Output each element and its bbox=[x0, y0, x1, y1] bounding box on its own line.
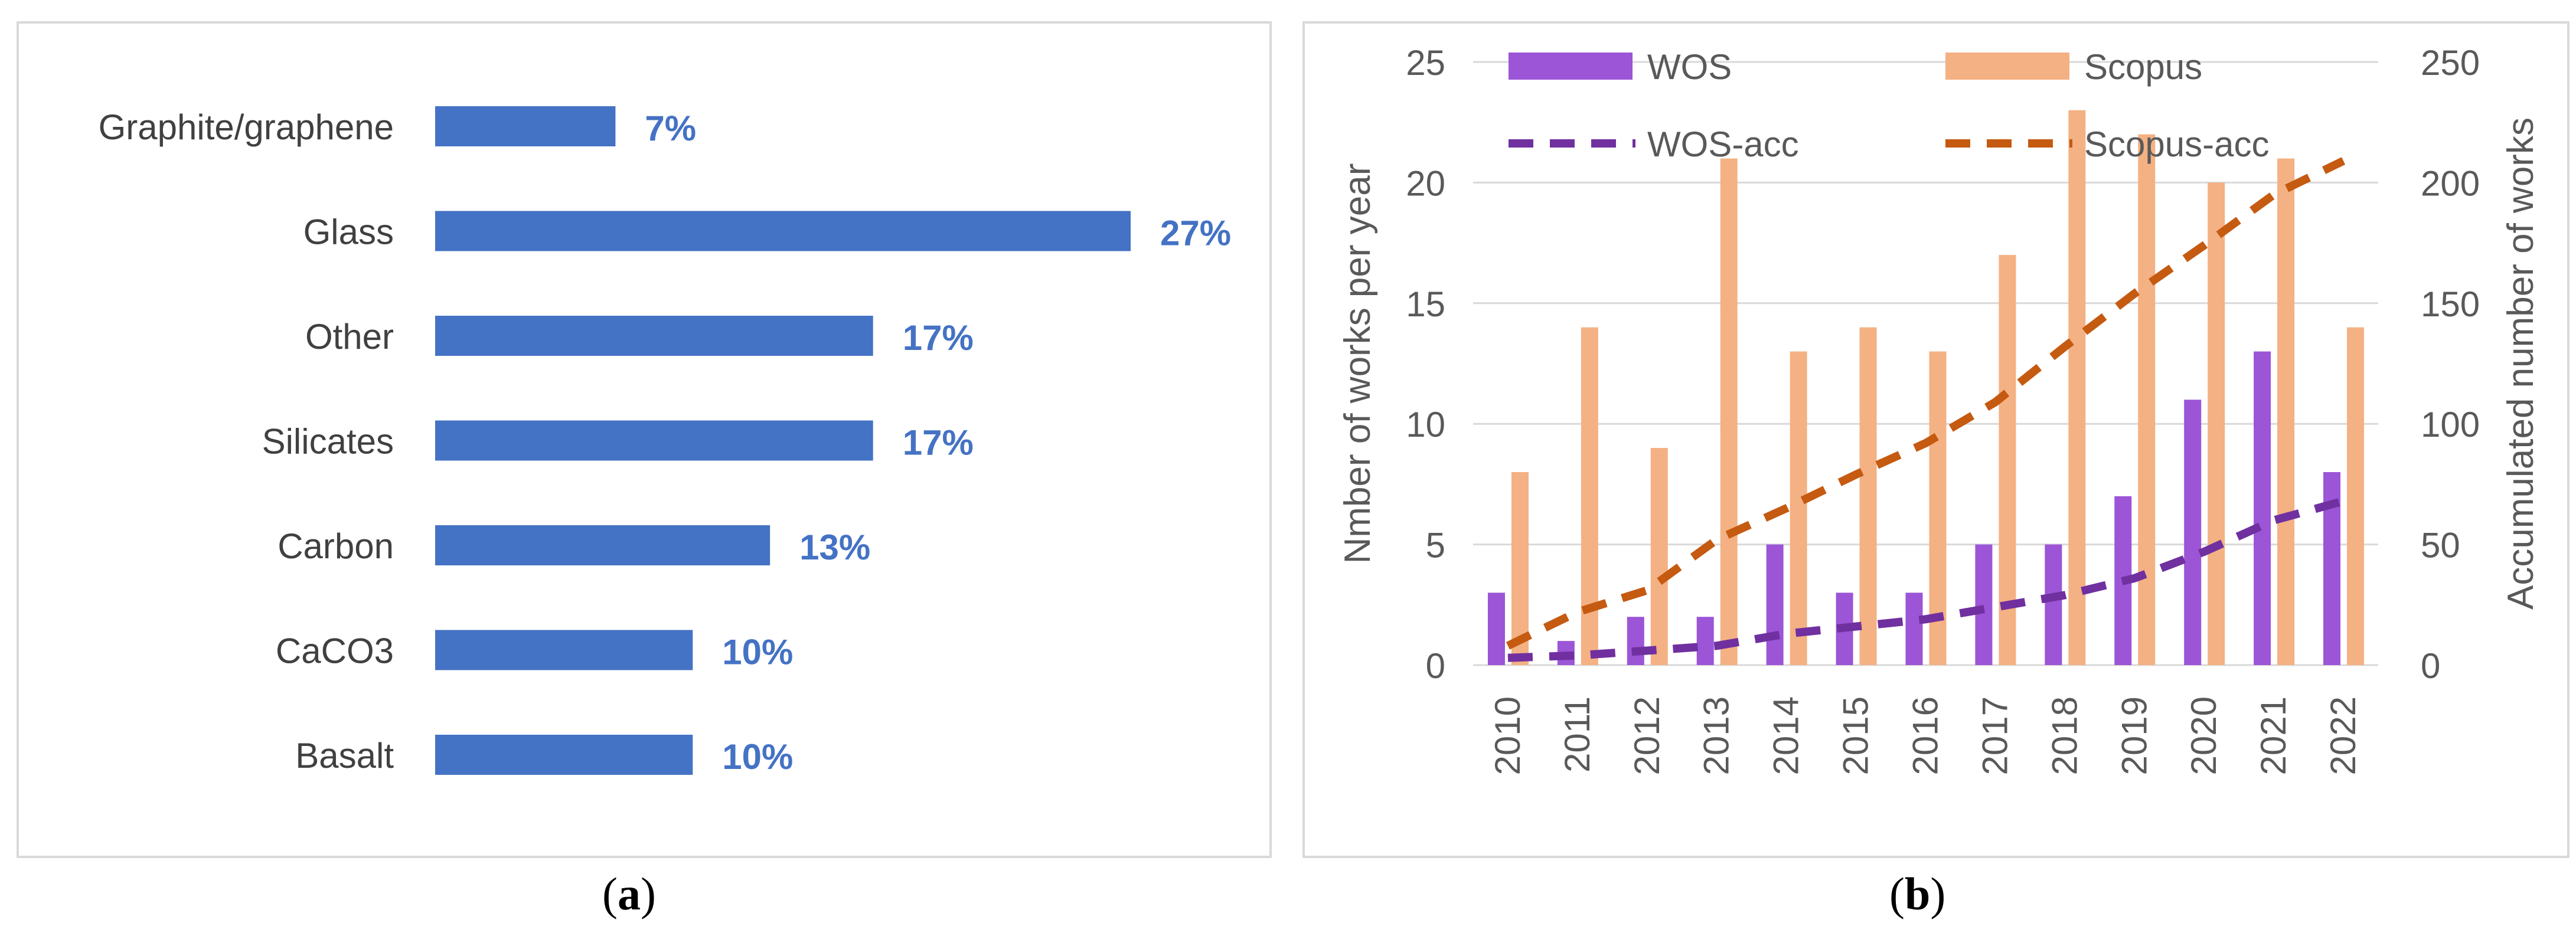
data-label-basalt: 10% bbox=[722, 737, 793, 777]
y-axis-title: Nmber of works per year bbox=[1337, 163, 1378, 564]
data-label-glass: 27% bbox=[1160, 214, 1231, 253]
bar-caco3 bbox=[435, 630, 693, 670]
x-tick-label-2019: 2019 bbox=[2114, 696, 2154, 775]
bar-wos-2014 bbox=[1766, 544, 1784, 665]
bar-wos-2018 bbox=[2045, 544, 2062, 665]
line-scopus-acc bbox=[1506, 157, 2346, 650]
x-tick-label-2020: 2020 bbox=[2184, 696, 2224, 775]
bar-scopus-2016 bbox=[1929, 351, 1947, 665]
x-tick-label-2022: 2022 bbox=[2323, 696, 2363, 775]
y-tick-label-15: 15 bbox=[1406, 284, 1445, 324]
x-tick-label-2010: 2010 bbox=[1488, 696, 1527, 775]
data-label-silicates: 17% bbox=[903, 423, 974, 463]
data-label-carbon: 13% bbox=[799, 528, 870, 567]
x-tick-label-2017: 2017 bbox=[1975, 696, 2015, 775]
category-label-caco3: CaCO3 bbox=[276, 631, 394, 671]
x-tick-label-2012: 2012 bbox=[1627, 696, 1667, 775]
y-tick-label-0: 0 bbox=[1426, 646, 1445, 686]
y-tick-label-5: 5 bbox=[1426, 526, 1445, 565]
bar-scopus-2014 bbox=[1790, 351, 1807, 665]
y2-axis-title: Accumulated number of works bbox=[2500, 117, 2541, 610]
data-label-caco3: 10% bbox=[722, 633, 793, 672]
x-tick-label-2015: 2015 bbox=[1836, 696, 1876, 775]
category-label-basalt: Basalt bbox=[295, 736, 394, 775]
y-tick-label-10: 10 bbox=[1406, 405, 1445, 444]
y2-tick-label-200: 200 bbox=[2421, 163, 2480, 203]
bar-scopus-2019 bbox=[2138, 134, 2156, 665]
legend-label-wos: WOS bbox=[1647, 47, 1732, 87]
bar-other bbox=[435, 316, 873, 356]
y2-tick-label-250: 250 bbox=[2421, 43, 2480, 83]
y2-tick-label-100: 100 bbox=[2421, 405, 2480, 444]
caption-a-label: a bbox=[617, 868, 641, 919]
bar-scopus-2012 bbox=[1650, 448, 1668, 665]
y2-tick-label-50: 50 bbox=[2421, 526, 2460, 565]
bar-scopus-2011 bbox=[1581, 327, 1598, 665]
bar-wos-2017 bbox=[1975, 544, 1993, 665]
bar-wos-2021 bbox=[2254, 351, 2271, 665]
category-label-other: Other bbox=[305, 317, 394, 356]
y-tick-label-20: 20 bbox=[1406, 163, 1445, 203]
x-tick-label-2013: 2013 bbox=[1697, 696, 1736, 775]
bar-wos-2013 bbox=[1696, 617, 1714, 665]
legend-swatch-wos bbox=[1509, 53, 1633, 80]
caption-a: (a) bbox=[602, 868, 656, 919]
legend-swatch-scopus bbox=[1945, 53, 2069, 80]
x-tick-label-2018: 2018 bbox=[2045, 696, 2084, 775]
legend-label-scopus-acc: Scopus-acc bbox=[2084, 125, 2269, 164]
bar-wos-2016 bbox=[1905, 593, 1923, 665]
category-label-graphite-graphene: Graphite/graphene bbox=[99, 107, 394, 147]
y2-tick-label-0: 0 bbox=[2421, 646, 2440, 686]
x-tick-label-2021: 2021 bbox=[2254, 696, 2293, 775]
bar-scopus-2022 bbox=[2347, 327, 2365, 665]
y-tick-label-25: 25 bbox=[1406, 43, 1445, 83]
x-tick-label-2014: 2014 bbox=[1767, 696, 1806, 775]
bar-carbon bbox=[435, 525, 770, 565]
bar-scopus-2013 bbox=[1720, 158, 1738, 665]
data-label-other: 17% bbox=[903, 318, 974, 358]
bar-wos-2012 bbox=[1627, 617, 1644, 665]
data-label-graphite-graphene: 7% bbox=[645, 109, 696, 148]
x-tick-label-2016: 2016 bbox=[1906, 696, 1945, 775]
bar-wos-2010 bbox=[1487, 593, 1505, 665]
bar-scopus-2018 bbox=[2068, 110, 2086, 665]
bar-scopus-2021 bbox=[2277, 158, 2295, 665]
caption-b-label: b bbox=[1904, 868, 1931, 919]
bar-scopus-2020 bbox=[2208, 182, 2225, 665]
y2-tick-label-150: 150 bbox=[2421, 284, 2480, 324]
bar-basalt bbox=[435, 735, 693, 775]
bar-scopus-2015 bbox=[1859, 327, 1877, 665]
category-label-carbon: Carbon bbox=[277, 526, 394, 566]
category-label-silicates: Silicates bbox=[262, 422, 394, 461]
legend-label-scopus: Scopus bbox=[2084, 47, 2202, 87]
bar-graphite-graphene bbox=[435, 106, 616, 146]
category-label-glass: Glass bbox=[303, 212, 394, 252]
bar-scopus-2017 bbox=[1999, 255, 2016, 665]
bar-silicates bbox=[435, 420, 873, 461]
bar-wos-2020 bbox=[2184, 400, 2202, 665]
line-wos-acc bbox=[1507, 497, 2345, 662]
legend-label-wos-acc: WOS-acc bbox=[1647, 125, 1799, 164]
bar-glass bbox=[435, 211, 1131, 251]
caption-b: (b) bbox=[1889, 868, 1946, 919]
x-tick-label-2011: 2011 bbox=[1558, 696, 1597, 772]
